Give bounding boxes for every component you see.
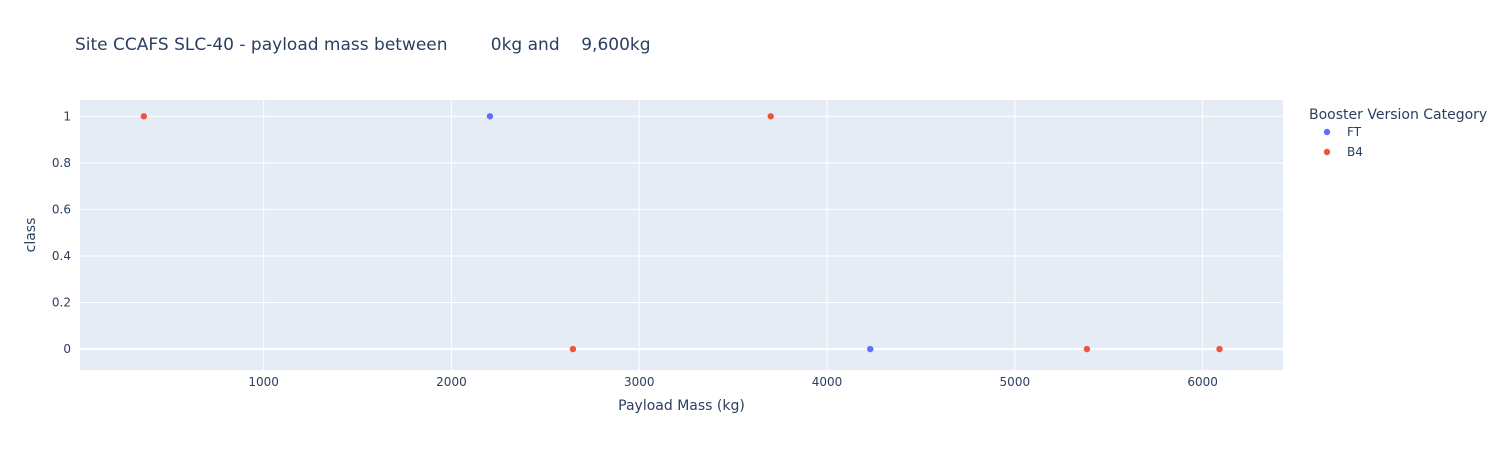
x-tick-label: 6000: [1187, 375, 1218, 389]
data-point-b4[interactable]: [1083, 345, 1091, 353]
data-points: [140, 113, 1223, 353]
y-tick-label: 0.6: [52, 202, 71, 216]
y-tick-label: 0.8: [52, 156, 71, 170]
data-point-ft[interactable]: [486, 113, 494, 120]
x-axis-title: Payload Mass (kg): [618, 398, 745, 414]
y-tick-label: 0: [63, 342, 71, 356]
y-tick-label: 1: [63, 109, 71, 123]
data-point-b4[interactable]: [140, 113, 148, 120]
x-tick-label: 2000: [436, 375, 467, 389]
data-point-ft[interactable]: [867, 345, 874, 353]
y-tick-label: 0.2: [52, 296, 71, 310]
data-point-b4[interactable]: [767, 113, 774, 120]
x-tick-label: 5000: [1000, 375, 1031, 389]
legend-label: B4: [1347, 145, 1363, 159]
legend-item-ft[interactable]: FT: [1323, 125, 1362, 139]
legend-label: FT: [1347, 125, 1362, 139]
legend-marker: [1323, 148, 1331, 156]
plot-area: [80, 100, 1283, 370]
legend[interactable]: Booster Version Category FT B4: [1309, 107, 1487, 159]
data-point-b4[interactable]: [569, 345, 577, 353]
legend-marker: [1323, 128, 1331, 136]
x-tick-label: 1000: [248, 375, 279, 389]
tick-labels: 1000 2000 3000 4000 5000 6000 0 0.2 0.4 0.6 0.8 1: [52, 109, 1218, 389]
x-tick-label: 3000: [624, 375, 655, 389]
y-tick-label: 0.4: [52, 249, 71, 263]
y-axis-title: class: [23, 218, 39, 253]
legend-item-b4[interactable]: B4: [1323, 145, 1363, 159]
chart-title: Site CCAFS SLC-40 - payload mass between…: [75, 35, 651, 55]
legend-title: Booster Version Category: [1309, 107, 1487, 123]
data-point-b4[interactable]: [1216, 345, 1223, 353]
x-tick-label: 4000: [812, 375, 843, 389]
grid-lines: [80, 100, 1283, 370]
